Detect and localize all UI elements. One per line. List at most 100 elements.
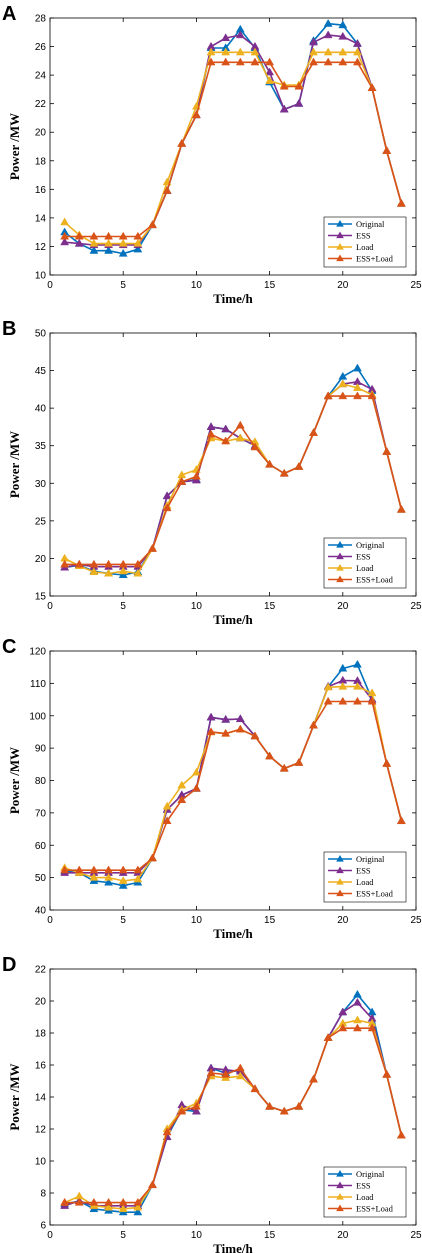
data-point <box>133 1207 143 1216</box>
legend-swatch-marker <box>336 855 344 862</box>
legend-swatch-marker <box>336 243 344 250</box>
data-point <box>235 714 245 723</box>
x-tick-label: 0 <box>47 1230 53 1241</box>
x-tick-label: 20 <box>337 1230 349 1241</box>
data-point <box>148 1180 157 1189</box>
legend-entry: Load <box>356 1192 374 1202</box>
x-tick-label: 20 <box>337 601 349 612</box>
data-point <box>148 220 157 229</box>
x-tick-label: 15 <box>264 280 276 291</box>
plot-frame <box>49 332 417 597</box>
y-tick-label: 25 <box>35 516 47 527</box>
data-point <box>118 570 128 579</box>
y-tick-label: 22 <box>35 965 47 976</box>
data-point <box>133 865 143 874</box>
data-point <box>104 238 113 247</box>
data-point <box>221 424 231 433</box>
data-point <box>221 33 231 42</box>
data-point <box>221 1069 231 1078</box>
data-point <box>382 758 392 767</box>
y-tick-label: 20 <box>35 554 47 565</box>
x-tick-label: 5 <box>120 280 126 291</box>
y-tick-label: 100 <box>29 711 46 722</box>
data-point <box>338 663 348 672</box>
data-point <box>221 714 231 723</box>
data-point <box>118 231 128 240</box>
data-point <box>177 1106 187 1115</box>
data-point <box>265 57 275 66</box>
series-line-ess-load <box>64 61 403 238</box>
data-point <box>338 681 348 690</box>
data-point <box>118 865 128 874</box>
x-tick-label: 10 <box>191 915 203 926</box>
data-point <box>162 801 172 810</box>
data-point <box>309 37 318 46</box>
data-point <box>367 696 377 705</box>
data-point <box>323 696 333 705</box>
data-point <box>118 566 128 575</box>
data-point <box>250 731 260 740</box>
y-tick-label: 12 <box>35 1125 47 1136</box>
x-tick-label: 15 <box>264 601 276 612</box>
data-point <box>338 379 348 388</box>
data-point <box>89 567 99 576</box>
legend-swatch-marker <box>336 889 344 897</box>
legend-entry: ESS+Load <box>356 1204 394 1214</box>
y-axis-label: Power /MW <box>7 113 22 180</box>
series-line-ess <box>64 679 403 874</box>
data-point <box>250 57 260 66</box>
legend-swatch-marker <box>336 231 344 239</box>
data-point <box>309 57 318 66</box>
data-point <box>396 198 406 207</box>
legend-entry: Original <box>356 1169 385 1179</box>
data-point <box>353 1015 362 1024</box>
data-point <box>353 391 362 400</box>
legend-swatch-marker <box>336 1181 344 1189</box>
data-point <box>206 422 216 430</box>
data-point <box>162 816 172 825</box>
data-point <box>323 682 333 691</box>
panel-letter: D <box>2 954 16 976</box>
series-line-original <box>64 22 403 255</box>
data-point <box>104 877 113 886</box>
data-point <box>191 475 201 484</box>
chart-panel-a: A 0 5 10 15 20 25 10 12 14 16 18 20 22 24 26 28 Time/h Pow… <box>2 3 422 306</box>
x-tick-label: 5 <box>120 915 126 926</box>
data-point <box>338 47 348 56</box>
data-point <box>367 688 377 697</box>
data-point <box>235 1071 245 1080</box>
data-point <box>353 989 362 998</box>
x-tick-label: 20 <box>337 280 349 291</box>
data-point <box>323 391 333 400</box>
data-point <box>206 727 216 735</box>
data-point <box>323 57 333 66</box>
data-point <box>118 881 128 889</box>
y-tick-label: 12 <box>35 242 47 253</box>
data-point <box>118 248 128 257</box>
legend-entry: ESS <box>356 1181 371 1191</box>
legend-swatch-marker <box>336 866 344 874</box>
data-point <box>118 238 128 247</box>
y-tick-label: 24 <box>35 71 47 82</box>
y-tick-label: 45 <box>35 366 47 377</box>
data-point <box>250 442 260 451</box>
data-point <box>353 383 362 391</box>
data-point <box>133 231 143 240</box>
data-point <box>118 559 128 568</box>
data-point <box>118 1197 128 1206</box>
data-point <box>235 420 245 429</box>
y-tick-label: 15 <box>35 592 47 603</box>
data-point <box>265 67 275 76</box>
y-tick-label: 28 <box>35 14 47 25</box>
data-point <box>265 76 275 84</box>
y-tick-label: 40 <box>35 906 47 917</box>
x-tick-label: 5 <box>120 601 126 612</box>
data-point <box>235 47 245 56</box>
x-axis-label: Time/h <box>213 291 253 306</box>
data-point <box>309 1074 318 1083</box>
data-point <box>353 47 362 56</box>
